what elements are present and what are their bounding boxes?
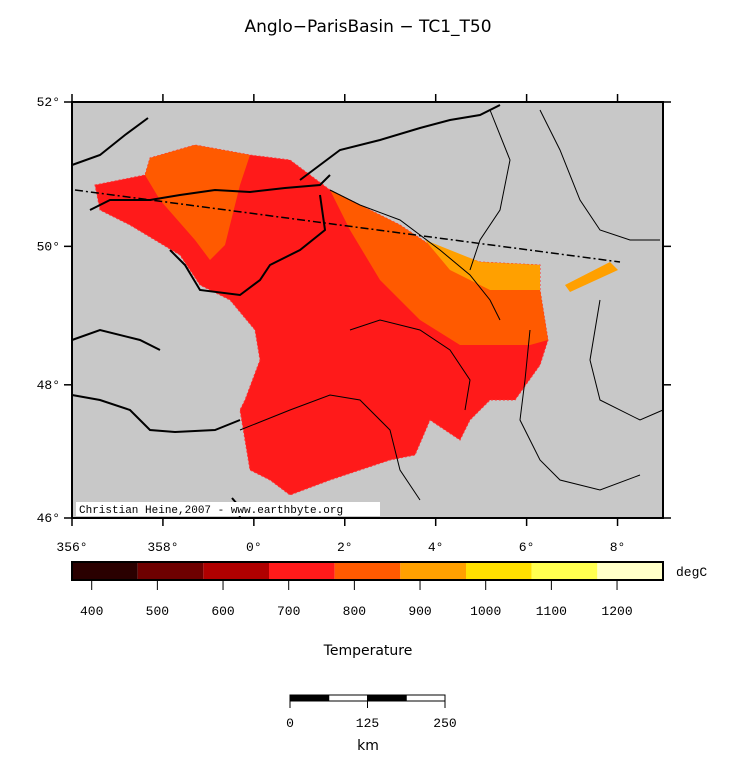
river xyxy=(589,299,664,421)
colorbar-tick-label: 1000 xyxy=(470,604,501,619)
scalebar-segment xyxy=(367,694,407,702)
colorbar-tick-label: 600 xyxy=(211,604,234,619)
temperature-900 xyxy=(425,240,540,290)
coastlines xyxy=(71,104,501,519)
coastline xyxy=(71,394,241,434)
rivers-borders xyxy=(239,109,664,501)
lon-tick-label: 0° xyxy=(246,540,262,555)
river xyxy=(349,319,471,411)
border xyxy=(519,329,641,491)
colorbar-tick-label: 800 xyxy=(343,604,366,619)
scalebar-tick-label: 250 xyxy=(433,716,456,731)
coastline xyxy=(169,194,327,297)
credit: Christian Heine,2007 - www.earthbyte.org xyxy=(79,505,343,517)
credit-box xyxy=(76,502,380,516)
lon-tick-label: 4° xyxy=(428,540,444,555)
colorbar-bin xyxy=(597,562,663,580)
title: Anglo−ParisBasin − TC1_T50 xyxy=(244,17,491,37)
colorbar-bin xyxy=(466,562,532,580)
river xyxy=(469,109,511,271)
colorbar-bin xyxy=(400,562,466,580)
colorbar-tick-label: 1100 xyxy=(536,604,567,619)
coastline xyxy=(89,174,331,211)
colorbar-tick-label: 400 xyxy=(80,604,103,619)
scalebar-tick-label: 125 xyxy=(356,716,379,731)
map-frame xyxy=(71,101,664,519)
map-area: Christian Heine,2007 - www.earthbyte.org xyxy=(71,101,664,519)
lon-tick-label: 8° xyxy=(610,540,626,555)
colorbar-tick-label: 700 xyxy=(277,604,300,619)
lon-tick-label: 2° xyxy=(337,540,353,555)
border xyxy=(329,189,501,321)
lon-tick-label: 356° xyxy=(56,540,87,555)
temperature-900 xyxy=(565,262,618,292)
scalebar-unit: km xyxy=(357,738,379,754)
scalebar-segment xyxy=(328,694,368,702)
coastline xyxy=(71,117,149,166)
colorbar-bin xyxy=(137,562,204,580)
colorbar-bin xyxy=(269,562,335,580)
colorbar-tick-label: 900 xyxy=(408,604,431,619)
colorbar-frame xyxy=(71,561,664,581)
lon-tick-label: 6° xyxy=(519,540,535,555)
section-line xyxy=(74,189,621,263)
scalebar-tick-label: 0 xyxy=(286,716,294,731)
lat-tick-label: 48° xyxy=(37,378,60,393)
coastline xyxy=(299,104,501,181)
colorbar-tick-label: 500 xyxy=(146,604,169,619)
colorbar-bin xyxy=(72,562,138,580)
colorbar-tick-label: 1200 xyxy=(601,604,632,619)
lat-tick-label: 52° xyxy=(37,95,60,110)
colorbar-bin xyxy=(203,562,269,580)
lat-tick-label: 46° xyxy=(37,511,60,526)
colorbar-unit: degC xyxy=(676,565,707,580)
coastline xyxy=(71,328,161,351)
scalebar-segment xyxy=(405,694,446,702)
colorbar-label: Temperature xyxy=(323,643,413,659)
lat-tick-label: 50° xyxy=(37,239,60,254)
temperature-800 xyxy=(145,145,250,260)
colorbar-bin xyxy=(334,562,401,580)
river xyxy=(239,394,421,501)
lon-tick-label: 358° xyxy=(147,540,178,555)
scalebar-segment xyxy=(289,694,330,702)
border xyxy=(539,109,660,241)
colorbar-bin xyxy=(531,562,598,580)
